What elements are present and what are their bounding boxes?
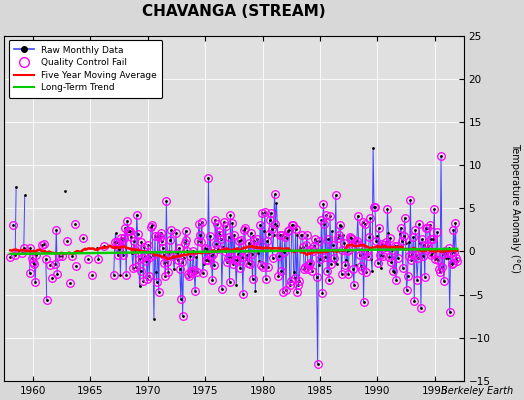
Text: Berkeley Earth: Berkeley Earth <box>441 386 514 396</box>
Y-axis label: Temperature Anomaly (°C): Temperature Anomaly (°C) <box>510 143 520 273</box>
Legend: Raw Monthly Data, Quality Control Fail, Five Year Moving Average, Long-Term Tren: Raw Monthly Data, Quality Control Fail, … <box>9 40 162 98</box>
Title: CHAVANGA (STREAM): CHAVANGA (STREAM) <box>142 4 325 19</box>
